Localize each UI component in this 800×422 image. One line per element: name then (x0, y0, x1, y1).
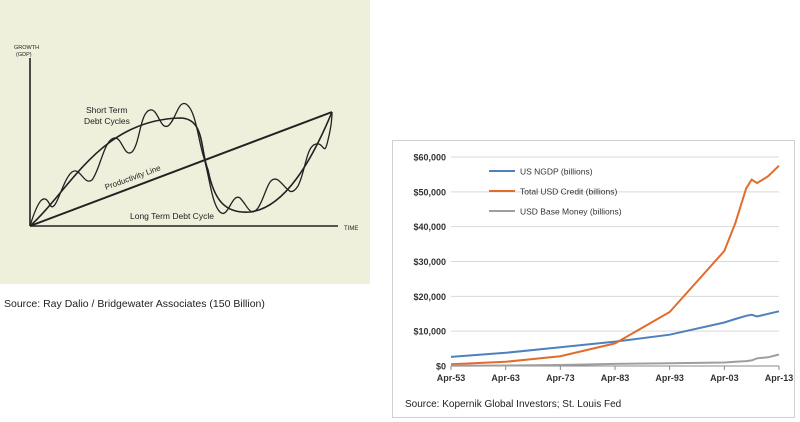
x-tick-label: Apr-13 (765, 373, 794, 383)
x-tick-label: Apr-93 (655, 373, 684, 383)
long-term-label: Long Term Debt Cycle (130, 211, 214, 221)
x-tick-label: Apr-53 (437, 373, 466, 383)
y-tick-label: $40,000 (413, 222, 446, 232)
y-tick-label: $0 (436, 362, 446, 372)
x-tick-label: Apr-63 (491, 373, 520, 383)
debt-cycle-diagram: GROWTH (GDP) TIME Short Term Debt Cycles… (0, 0, 370, 284)
y-tick-label: $20,000 (413, 292, 446, 302)
y-tick-label: $10,000 (413, 327, 446, 337)
credit-chart-svg: $0 $10,000 $20,000 $30,000 $40,000 $50,000 $60… (413, 153, 793, 384)
legend: US NGDP (billions) Total USD Credit (bill… (489, 167, 622, 217)
series-line-2 (450, 164, 780, 366)
short-term-label-2: Debt Cycles (84, 116, 130, 126)
legend-label-3: USD Base Money (billions) (520, 207, 622, 217)
long-term-cycle-curve (29, 111, 333, 227)
right-source-caption: Source: Kopernik Global Investors; St. L… (405, 399, 622, 410)
x-tick-label: Apr-83 (601, 373, 630, 383)
series-line-1 (450, 310, 780, 358)
legend-label-1: US NGDP (billions) (520, 167, 593, 177)
series-line-3 (450, 353, 780, 367)
credit-chart-panel: $0 $10,000 $20,000 $30,000 $40,000 $50,000 $60… (392, 140, 795, 418)
axis-layer: $0 $10,000 $20,000 $30,000 $40,000 $50,000 $60… (413, 153, 793, 384)
y-tick-label: $50,000 (413, 187, 446, 197)
x-axis-label: TIME (344, 226, 358, 232)
x-tick-label: Apr-03 (710, 373, 739, 383)
y-tick-label: $60,000 (413, 153, 446, 163)
short-term-cycles-curve (29, 102, 333, 227)
legend-label-2: Total USD Credit (billions) (520, 187, 617, 197)
y-axis-label-2: (GDP) (16, 52, 32, 58)
debt-cycle-svg: GROWTH (GDP) TIME Short Term Debt Cycles… (14, 45, 358, 232)
y-axis-label-1: GROWTH (14, 45, 39, 51)
short-term-label-1: Short Term (86, 105, 127, 115)
left-source-caption: Source: Ray Dalio / Bridgewater Associat… (4, 298, 265, 310)
x-tick-label: Apr-73 (546, 373, 575, 383)
series-layer (450, 164, 780, 367)
y-tick-label: $30,000 (413, 257, 446, 267)
productivity-line (29, 111, 333, 227)
